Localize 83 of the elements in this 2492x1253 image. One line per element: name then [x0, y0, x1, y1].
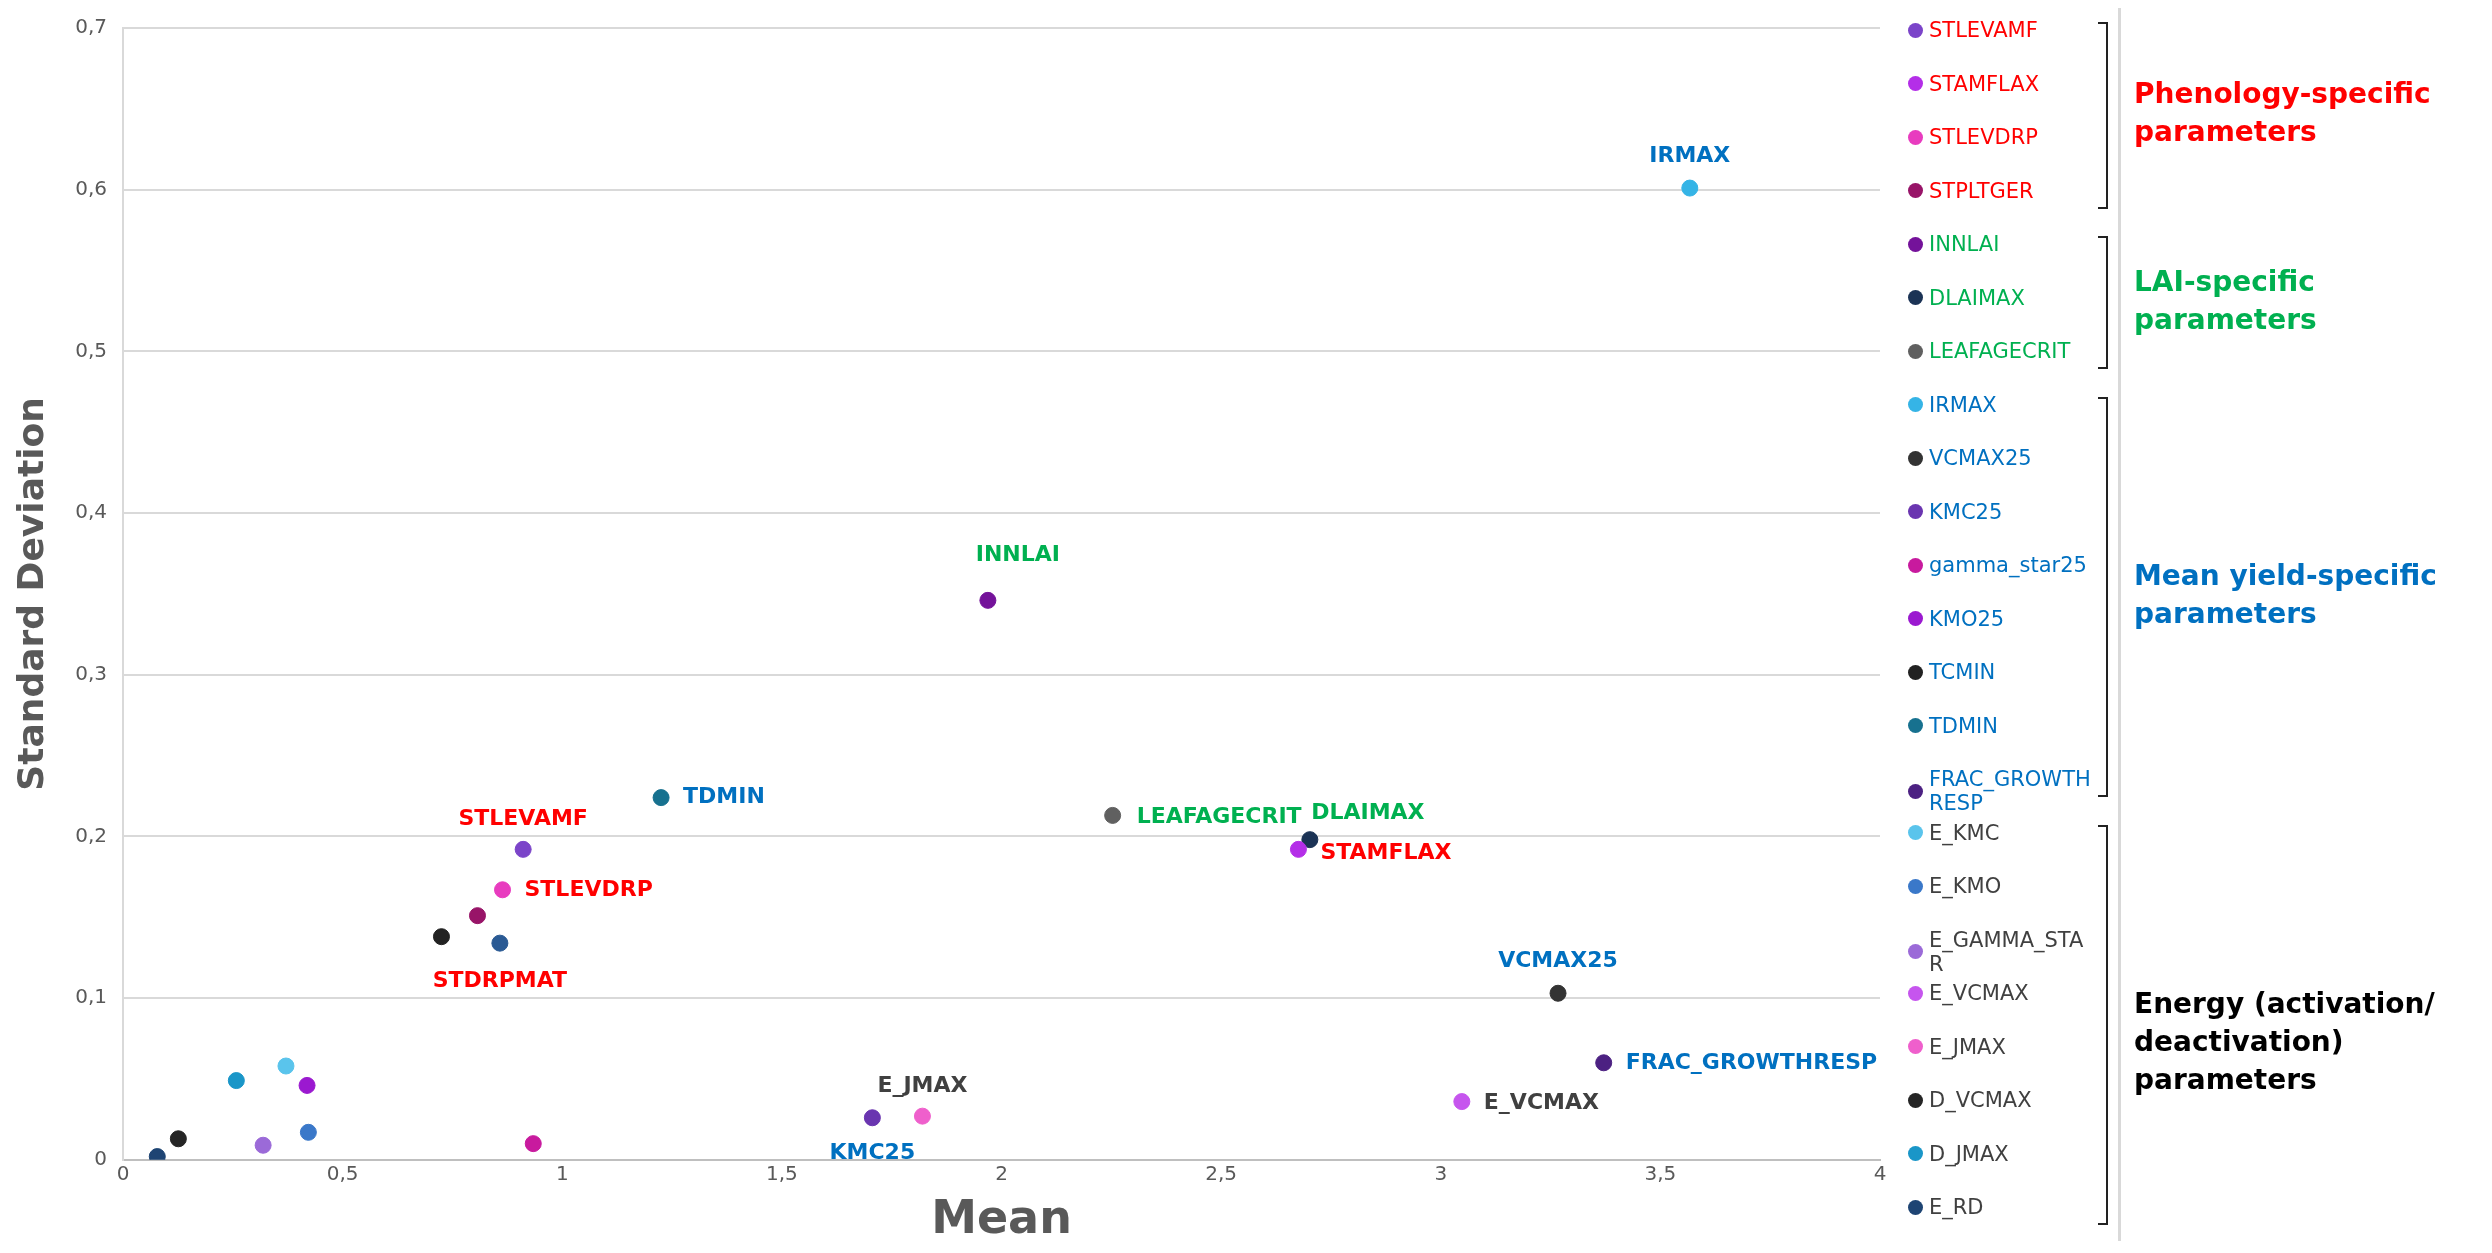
legend-label: D_JMAX: [1929, 1141, 2009, 1166]
annotation: STLEVDRP: [524, 875, 653, 901]
point: [913, 1107, 931, 1125]
point: [227, 1072, 245, 1090]
legend-label: TCMIN: [1929, 660, 1996, 684]
legend-label: STLEVDRP: [1929, 125, 2038, 149]
x-tick-label: 3,5: [1644, 1161, 1677, 1185]
point: [863, 1109, 881, 1127]
point: [1289, 840, 1307, 858]
point: [1681, 179, 1699, 197]
legend-label: STAMFLAX: [1929, 71, 2040, 96]
legend-label: KMO25: [1929, 606, 2005, 631]
text: Energy (activation/ deactivation) parameters: [2134, 985, 2436, 1098]
y-tick-label: 0,6: [75, 175, 108, 200]
y-tick-label: 0: [94, 1146, 108, 1170]
annotation: VCMAX25: [1498, 946, 1618, 972]
y-tick-label: 0,4: [75, 499, 108, 524]
legend-label: E_GAMMA_STAR: [1929, 927, 2085, 976]
annotation: DLAIMAX: [1311, 799, 1425, 825]
x-tick-label: 2,5: [1205, 1161, 1238, 1185]
annotation: TDMIN: [683, 783, 765, 809]
point: [468, 907, 486, 925]
annotation: IRMAX: [1649, 141, 1731, 167]
legend-label: E_KMC: [1929, 820, 2000, 845]
y-tick-label: 0,7: [75, 14, 108, 39]
y-tick-label: 0,2: [75, 822, 108, 847]
legend-label: STPLTGER: [1929, 178, 2034, 203]
annotation: FRAC_GROWTHRESP: [1625, 1048, 1878, 1074]
point: [514, 840, 532, 858]
point: [524, 1135, 542, 1153]
point: [277, 1057, 295, 1075]
legend-label: LEAFAGECRIT: [1929, 339, 2071, 363]
x-tick-label: 1,5: [765, 1161, 798, 1185]
x-tick-label: 2: [995, 1161, 1008, 1185]
point: [1301, 831, 1319, 849]
annotation: STLEVAMF: [458, 805, 588, 831]
x-tick-label: 0: [116, 1161, 130, 1185]
point: [1595, 1054, 1613, 1072]
legend-label: IRMAX: [1929, 392, 1997, 417]
point: [494, 881, 512, 899]
legend-label: E_RD: [1929, 1195, 1984, 1219]
annotation: INNLAI: [975, 541, 1061, 567]
x-tick-label: 0,5: [326, 1161, 359, 1185]
annotation: STAMFLAX: [1320, 839, 1452, 865]
legend-label: VCMAX25: [1929, 446, 2032, 470]
legend-label: gamma_star25: [1929, 553, 2087, 577]
x-tick-label: 1: [555, 1161, 569, 1185]
y-axis-title: Standard Deviation: [9, 397, 51, 791]
point: [299, 1123, 317, 1141]
x-tick-label: 4: [1873, 1161, 1887, 1185]
point: [1549, 984, 1567, 1002]
x-tick-label: 3: [1434, 1161, 1448, 1185]
point: [432, 928, 450, 946]
point: [298, 1076, 316, 1094]
x-axis-title: Mean: [931, 1190, 1072, 1245]
text: Phenology-specific parameters: [2134, 76, 2432, 151]
annotation: LEAFAGECRIT: [1136, 803, 1302, 829]
y-tick-label: 0,1: [75, 984, 108, 1009]
point: [491, 934, 509, 952]
legend-label: DLAIMAX: [1929, 285, 2025, 310]
legend-label: FRAC_GROWTHRESP: [1929, 767, 2092, 815]
y-tick-label: 0,3: [75, 660, 108, 685]
text: LAI-specific parameters: [2134, 263, 2318, 338]
legend-label: E_JMAX: [1929, 1034, 2006, 1059]
legend-label: STLEVAMF: [1929, 18, 2038, 42]
text: Mean yield-specific parameters: [2134, 557, 2438, 632]
y-tick-label: 0,5: [75, 337, 108, 362]
point: [979, 591, 997, 609]
annotation: E_VCMAX: [1483, 1089, 1599, 1115]
point: [1453, 1093, 1471, 1111]
point: [652, 789, 670, 807]
legend-label: D_VCMAX: [1929, 1088, 2032, 1112]
legend-label: E_KMO: [1929, 874, 2002, 898]
point: [254, 1136, 272, 1154]
legend-label: KMC25: [1929, 499, 2003, 524]
annotation: E_JMAX: [877, 1071, 968, 1097]
point: [1104, 806, 1122, 824]
annotation: STDRPMAT: [432, 966, 568, 992]
legend-label: TDMIN: [1929, 713, 1999, 738]
legend-label: E_VCMAX: [1929, 981, 2029, 1005]
annotation: KMC25: [829, 1139, 916, 1165]
legend-label: INNLAI: [1929, 232, 2000, 256]
point: [169, 1130, 187, 1148]
